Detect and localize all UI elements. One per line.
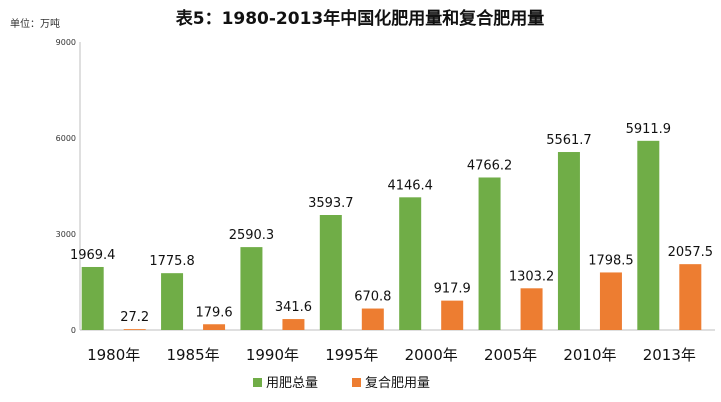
bar-compound xyxy=(679,264,702,330)
bar-total xyxy=(81,266,104,330)
data-label-total: 5561.7 xyxy=(546,133,592,148)
data-label-compound: 917.9 xyxy=(434,282,471,297)
x-ticks: 1980年 1985年 1990年 1995年 2000年 2005年 2010年 2013年 xyxy=(87,346,696,364)
data-label-compound: 1303.2 xyxy=(509,269,555,284)
legend-label-total: 用肥总量 xyxy=(266,376,318,391)
data-label-compound: 27.2 xyxy=(120,310,149,325)
data-label-total: 1775.8 xyxy=(149,254,195,269)
bar-total xyxy=(240,247,263,330)
x-tick-label: 2000年 xyxy=(405,346,458,364)
x-tick-label: 1995年 xyxy=(325,346,378,364)
data-label-compound: 670.8 xyxy=(354,290,391,305)
data-labels: 1969.4 27.2 1775.8 179.6 2590.3 341.6 3593.7 67… xyxy=(70,122,713,325)
bar-compound xyxy=(441,300,464,330)
bar-total xyxy=(637,140,660,330)
x-tick-label: 2013年 xyxy=(643,346,696,364)
data-label-compound: 1798.5 xyxy=(588,253,634,268)
bar-compound xyxy=(361,308,384,330)
data-label-total: 1969.4 xyxy=(70,248,116,263)
y-tick-label: 9000 xyxy=(56,38,76,47)
bar-compound xyxy=(123,329,146,330)
legend: 用肥总量 复合肥用量 xyxy=(253,376,430,391)
y-tick-label: 3000 xyxy=(56,230,76,239)
bar-total xyxy=(399,197,422,330)
bar-compound xyxy=(203,324,226,330)
x-tick-label: 2010年 xyxy=(563,346,616,364)
bar-total xyxy=(161,273,184,330)
y-tick-label: 0 xyxy=(71,326,76,335)
data-label-total: 2590.3 xyxy=(229,228,275,243)
y-tick-label: 6000 xyxy=(56,134,76,143)
bar-total xyxy=(557,152,580,330)
bar-total xyxy=(319,215,342,330)
data-label-compound: 179.6 xyxy=(195,305,232,320)
unit-label: 单位：万吨 xyxy=(10,17,60,30)
data-label-total: 4766.2 xyxy=(467,158,513,173)
chart-title: 表5：1980-2013年中国化肥用量和复合肥用量 xyxy=(176,8,545,29)
x-tick-label: 1990年 xyxy=(246,346,299,364)
bars xyxy=(81,140,702,330)
y-ticks: 0 3000 6000 9000 xyxy=(56,38,76,335)
legend-swatch-compound xyxy=(352,378,361,387)
bar-compound xyxy=(282,319,305,330)
legend-swatch-total xyxy=(253,378,262,387)
legend-label-compound: 复合肥用量 xyxy=(365,376,430,391)
bar-compound xyxy=(520,288,543,330)
x-tick-label: 1980年 xyxy=(87,346,140,364)
data-label-total: 5911.9 xyxy=(626,122,672,137)
data-label-compound: 341.6 xyxy=(275,300,312,315)
bar-total xyxy=(478,177,501,330)
data-label-compound: 2057.5 xyxy=(668,245,714,260)
data-label-total: 3593.7 xyxy=(308,196,354,211)
bar-compound xyxy=(599,272,622,330)
x-tick-label: 2005年 xyxy=(484,346,537,364)
x-tick-label: 1985年 xyxy=(166,346,219,364)
data-label-total: 4146.4 xyxy=(387,178,433,193)
